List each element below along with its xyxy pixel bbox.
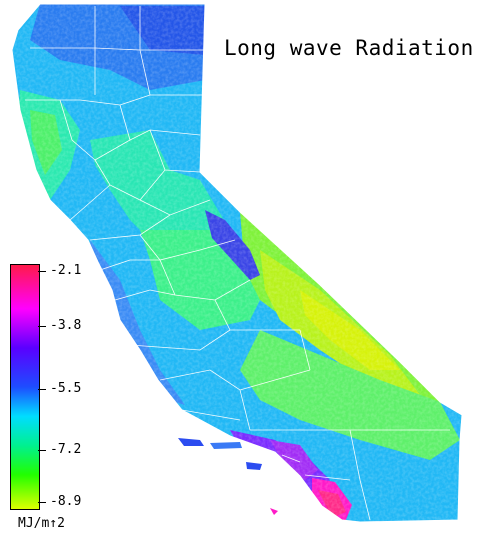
colorbar-tick: [38, 326, 46, 327]
colorbar-tick: [38, 502, 46, 503]
colorbar-tick: [38, 450, 46, 451]
colorbar-label-max: -2.1: [50, 263, 82, 278]
county-boundaries: [25, 6, 450, 521]
colorbar-tick: [38, 389, 46, 390]
state-outline: [11, 3, 463, 523]
colorbar-label-4: -7.2: [50, 442, 82, 457]
units-label: MJ/m↑2: [18, 516, 65, 531]
channel-islands: [178, 438, 278, 515]
colorbar: [10, 264, 40, 510]
colorbar-label-min: -8.9: [50, 494, 82, 509]
colorbar-tick: [38, 271, 46, 272]
colorbar-label-mid: -5.5: [50, 381, 82, 396]
colorbar-label-2: -3.8: [50, 318, 82, 333]
map-title: Long wave Radiation: [224, 36, 474, 60]
